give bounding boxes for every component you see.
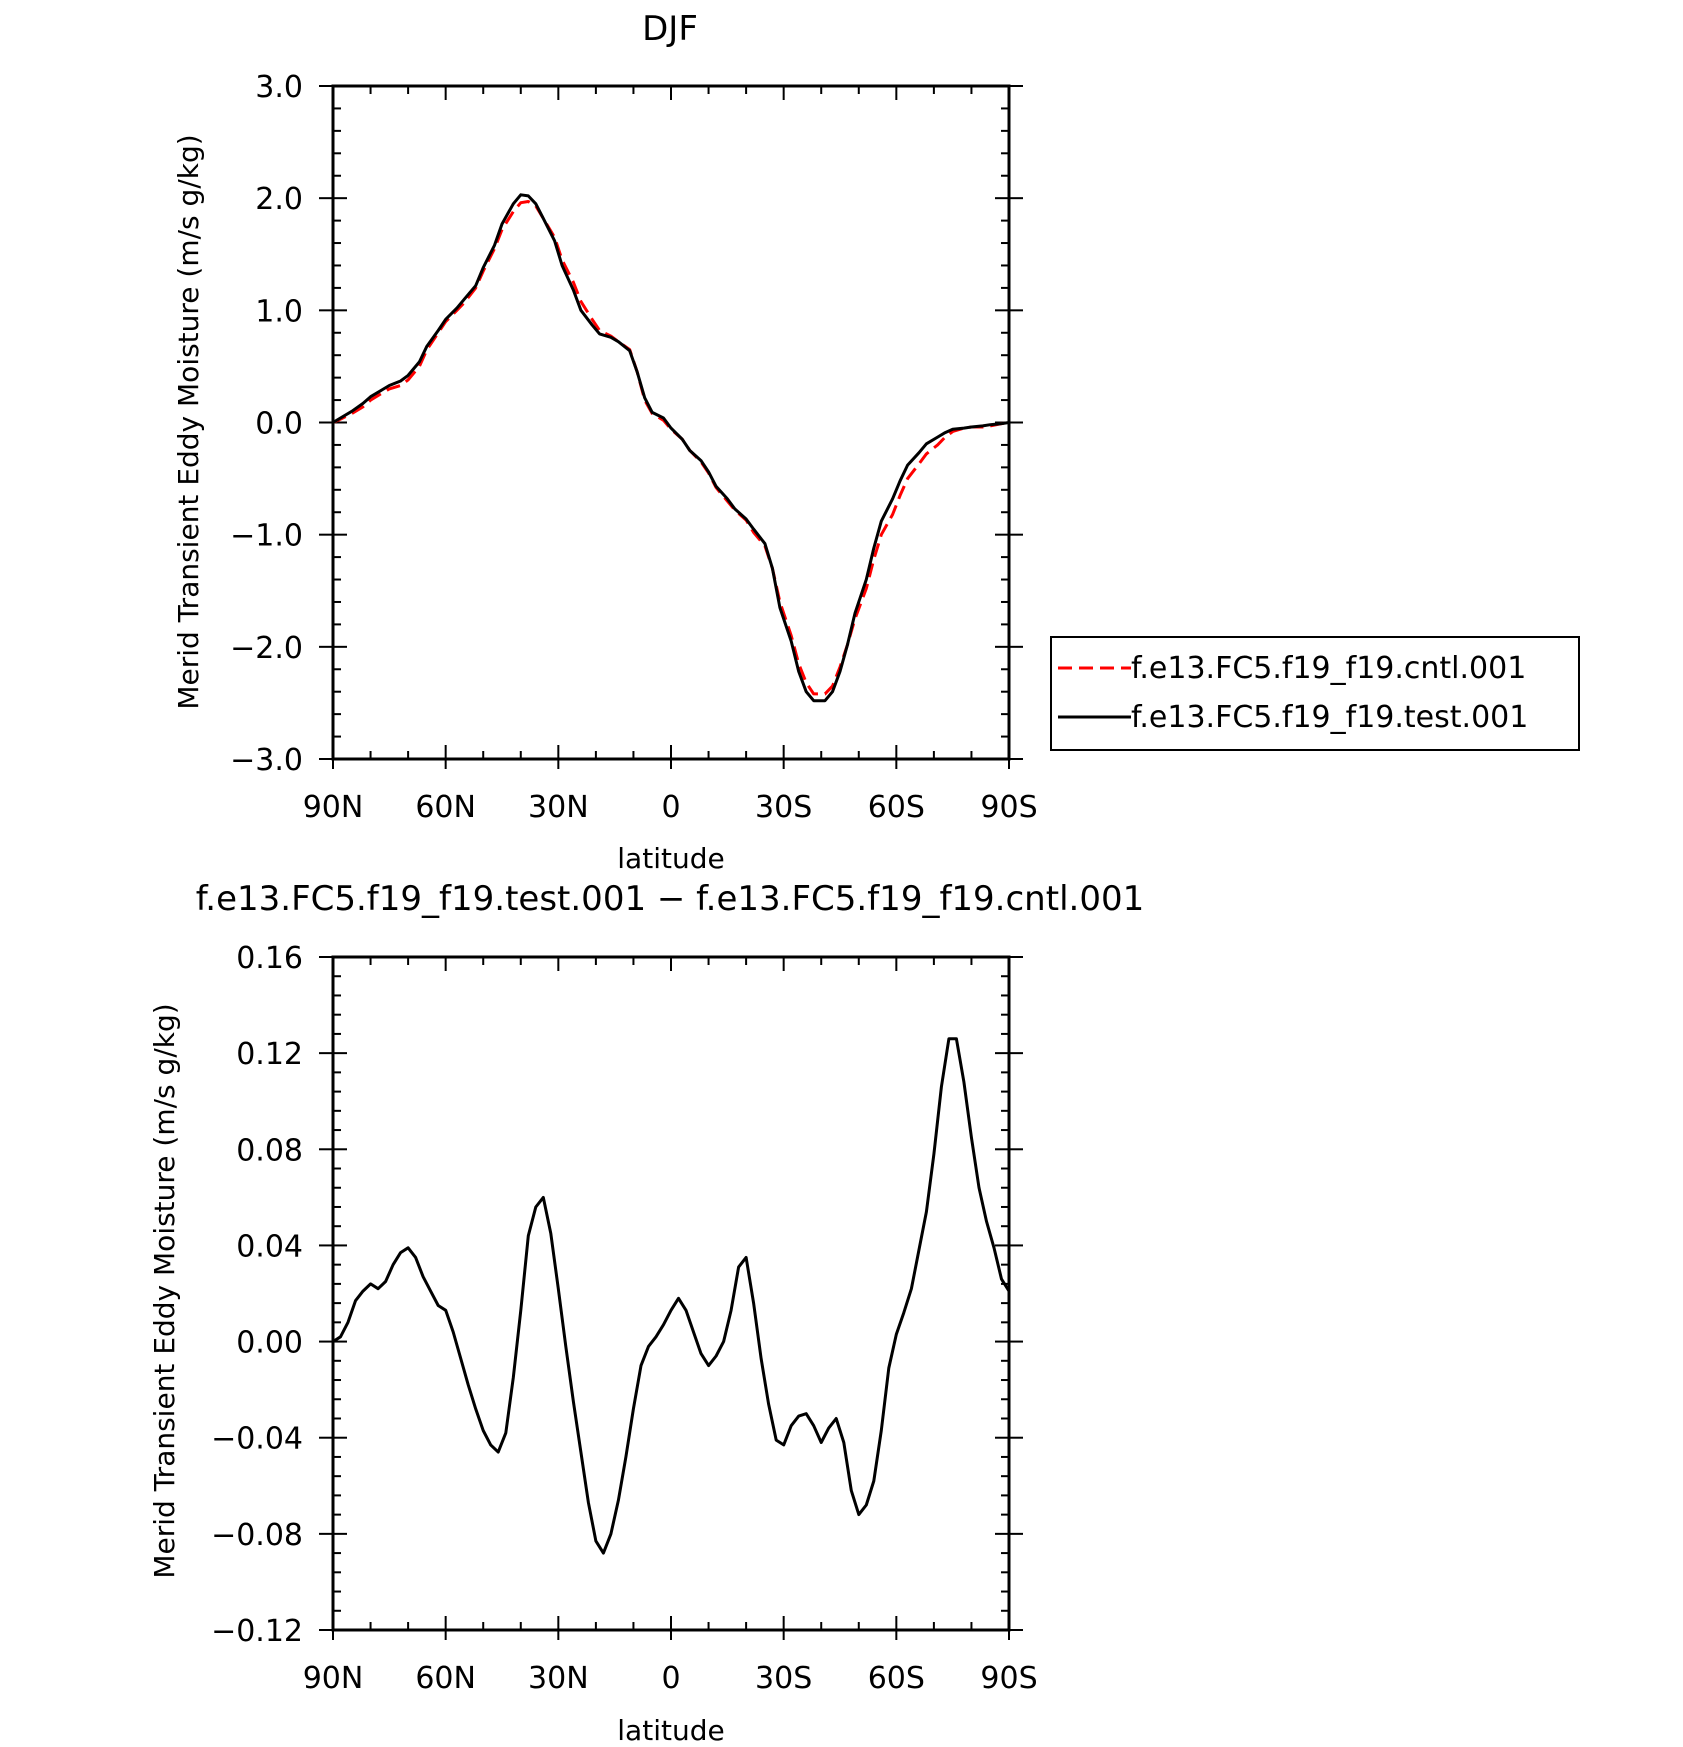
bottom-x-axis-label: latitude [617,1714,724,1747]
top-y-tick-labels: −3.0 −2.0 −1.0 0.0 1.0 2.0 3.0 [230,70,303,778]
y-tick-label: 3.0 [255,70,303,105]
bottom-tick-marks [319,956,1023,1640]
y-tick-label: 1.0 [255,294,303,329]
x-tick-label: 0 [661,790,680,825]
legend-label-cntl: f.e13.FC5.f19_f19.cntl.001 [1131,651,1526,686]
y-tick-label: −0.04 [211,1422,303,1457]
series-line-test [332,193,1010,703]
x-tick-label: 30N [528,1661,589,1696]
top-panel: DJF 90N 60N 30N 0 30S 60S 90S −3.0 −2.0 −1.0 0.0 1… [172,9,1580,875]
y-tick-label: 0.00 [236,1326,303,1361]
y-tick-label: 0.16 [236,941,303,976]
bottom-chart-title: f.e13.FC5.f19_f19.test.001 − f.e13.FC5.f… [196,879,1144,919]
x-tick-label: 60N [415,790,476,825]
x-tick-label: 90N [303,790,364,825]
y-tick-label: 2.0 [255,182,303,217]
legend-box [1050,636,1580,751]
bottom-plot-frame [331,955,1011,1632]
x-tick-label: 0 [661,1661,680,1696]
top-data-lines [332,193,1010,703]
legend-label-test: f.e13.FC5.f19_f19.test.001 [1131,700,1528,735]
bottom-y-tick-labels: −0.12 −0.08 −0.04 0.00 0.04 0.08 0.12 0.16 [211,941,303,1649]
x-tick-label: 90N [303,1661,364,1696]
x-tick-label: 60S [868,1661,925,1696]
x-tick-label: 60S [868,790,925,825]
x-tick-label: 60N [415,1661,476,1696]
bottom-panel: f.e13.FC5.f19_f19.test.001 − f.e13.FC5.f… [148,879,1144,1747]
x-tick-label: 30S [755,1661,812,1696]
y-tick-label: 0.12 [236,1037,303,1072]
y-tick-label: −1.0 [230,519,303,554]
bottom-y-axis-label: Merid Transient Eddy Moisture (m/s g/kg) [148,1003,181,1578]
bottom-x-tick-labels: 90N 60N 30N 0 30S 60S 90S [303,1661,1038,1696]
top-chart-title: DJF [642,9,698,49]
y-tick-label: 0.04 [236,1229,303,1264]
x-tick-label: 30N [528,790,589,825]
y-tick-label: 0.0 [255,407,303,442]
x-tick-label: 30S [755,790,812,825]
top-plot-frame [331,84,1011,761]
top-y-axis-label: Merid Transient Eddy Moisture (m/s g/kg) [172,134,205,709]
y-tick-label: −0.08 [211,1518,303,1553]
series-line-difference [332,1037,1011,1555]
x-tick-label: 90S [980,1661,1037,1696]
top-x-tick-labels: 90N 60N 30N 0 30S 60S 90S [303,790,1038,825]
y-tick-label: −0.12 [211,1614,303,1649]
y-tick-label: −2.0 [230,631,303,666]
bottom-data-lines [332,1037,1011,1555]
series-line-cntl [332,200,1010,696]
y-tick-label: −3.0 [230,743,303,778]
y-tick-label: 0.08 [236,1133,303,1168]
x-tick-label: 90S [980,790,1037,825]
legend: f.e13.FC5.f19_f19.cntl.001 f.e13.FC5.f19… [1050,636,1580,751]
top-x-axis-label: latitude [617,842,724,875]
